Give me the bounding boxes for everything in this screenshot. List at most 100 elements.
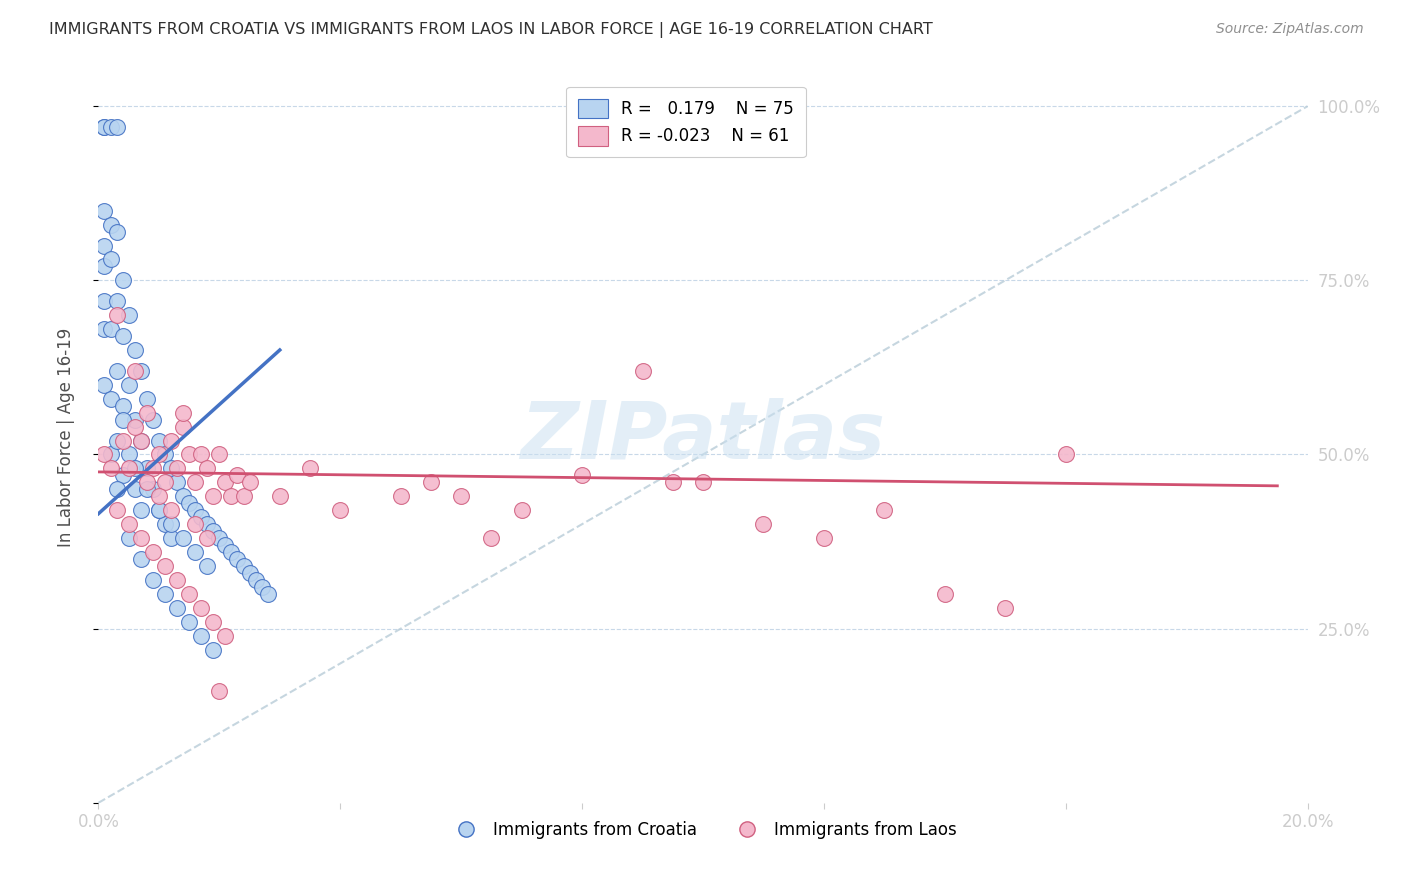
Point: [148, 448, 170, 462]
Point: [118, 377, 141, 392]
Point: [129, 364, 152, 378]
Point: [105, 503, 128, 517]
Point: [160, 517, 183, 532]
Point: [135, 483, 157, 497]
Point: [129, 531, 152, 545]
Point: [571, 468, 593, 483]
Point: [226, 552, 249, 566]
Point: [105, 434, 128, 448]
Point: [232, 558, 254, 573]
Point: [299, 461, 322, 475]
Point: [153, 558, 176, 573]
Point: [105, 308, 128, 322]
Point: [124, 412, 146, 426]
Point: [153, 517, 176, 532]
Point: [105, 294, 128, 309]
Point: [269, 489, 291, 503]
Point: [510, 503, 533, 517]
Point: [202, 489, 225, 503]
Point: [124, 343, 146, 357]
Point: [148, 434, 170, 448]
Point: [124, 419, 146, 434]
Point: [166, 573, 188, 587]
Point: [118, 448, 141, 462]
Point: [190, 448, 212, 462]
Point: [172, 419, 194, 434]
Point: [934, 587, 956, 601]
Point: [93, 120, 115, 134]
Point: [692, 475, 714, 490]
Point: [184, 503, 207, 517]
Point: [93, 203, 115, 218]
Point: [184, 517, 207, 532]
Text: ZIPatlas: ZIPatlas: [520, 398, 886, 476]
Point: [111, 412, 134, 426]
Point: [172, 531, 194, 545]
Point: [148, 503, 170, 517]
Point: [111, 434, 134, 448]
Point: [93, 294, 115, 309]
Point: [202, 642, 225, 657]
Point: [481, 531, 503, 545]
Point: [190, 510, 212, 524]
Point: [142, 545, 165, 559]
Point: [214, 538, 236, 552]
Point: [214, 475, 236, 490]
Point: [153, 475, 176, 490]
Point: [661, 475, 683, 490]
Point: [153, 587, 176, 601]
Point: [631, 364, 654, 378]
Point: [100, 252, 122, 267]
Point: [221, 545, 243, 559]
Point: [190, 629, 212, 643]
Point: [160, 434, 183, 448]
Point: [239, 475, 262, 490]
Point: [100, 392, 122, 406]
Point: [111, 329, 134, 343]
Point: [148, 503, 170, 517]
Point: [172, 489, 194, 503]
Point: [195, 558, 218, 573]
Point: [214, 629, 236, 643]
Point: [124, 364, 146, 378]
Point: [172, 406, 194, 420]
Point: [111, 399, 134, 413]
Point: [129, 434, 152, 448]
Point: [160, 461, 183, 475]
Point: [190, 600, 212, 615]
Point: [245, 573, 267, 587]
Point: [111, 468, 134, 483]
Point: [93, 238, 115, 252]
Point: [450, 489, 472, 503]
Point: [179, 587, 201, 601]
Point: [153, 448, 176, 462]
Point: [105, 483, 128, 497]
Point: [118, 517, 141, 532]
Point: [195, 517, 218, 532]
Point: [148, 489, 170, 503]
Point: [160, 531, 183, 545]
Point: [100, 448, 122, 462]
Point: [1054, 448, 1077, 462]
Point: [111, 273, 134, 287]
Point: [105, 120, 128, 134]
Point: [105, 364, 128, 378]
Y-axis label: In Labor Force | Age 16-19: In Labor Force | Age 16-19: [56, 327, 75, 547]
Point: [118, 531, 141, 545]
Point: [195, 531, 218, 545]
Point: [93, 377, 115, 392]
Point: [208, 531, 231, 545]
Point: [93, 448, 115, 462]
Point: [994, 600, 1017, 615]
Point: [129, 552, 152, 566]
Point: [202, 524, 225, 538]
Point: [813, 531, 835, 545]
Point: [124, 483, 146, 497]
Point: [179, 448, 201, 462]
Point: [420, 475, 443, 490]
Point: [166, 461, 188, 475]
Point: [208, 684, 231, 698]
Point: [142, 461, 165, 475]
Point: [221, 489, 243, 503]
Point: [202, 615, 225, 629]
